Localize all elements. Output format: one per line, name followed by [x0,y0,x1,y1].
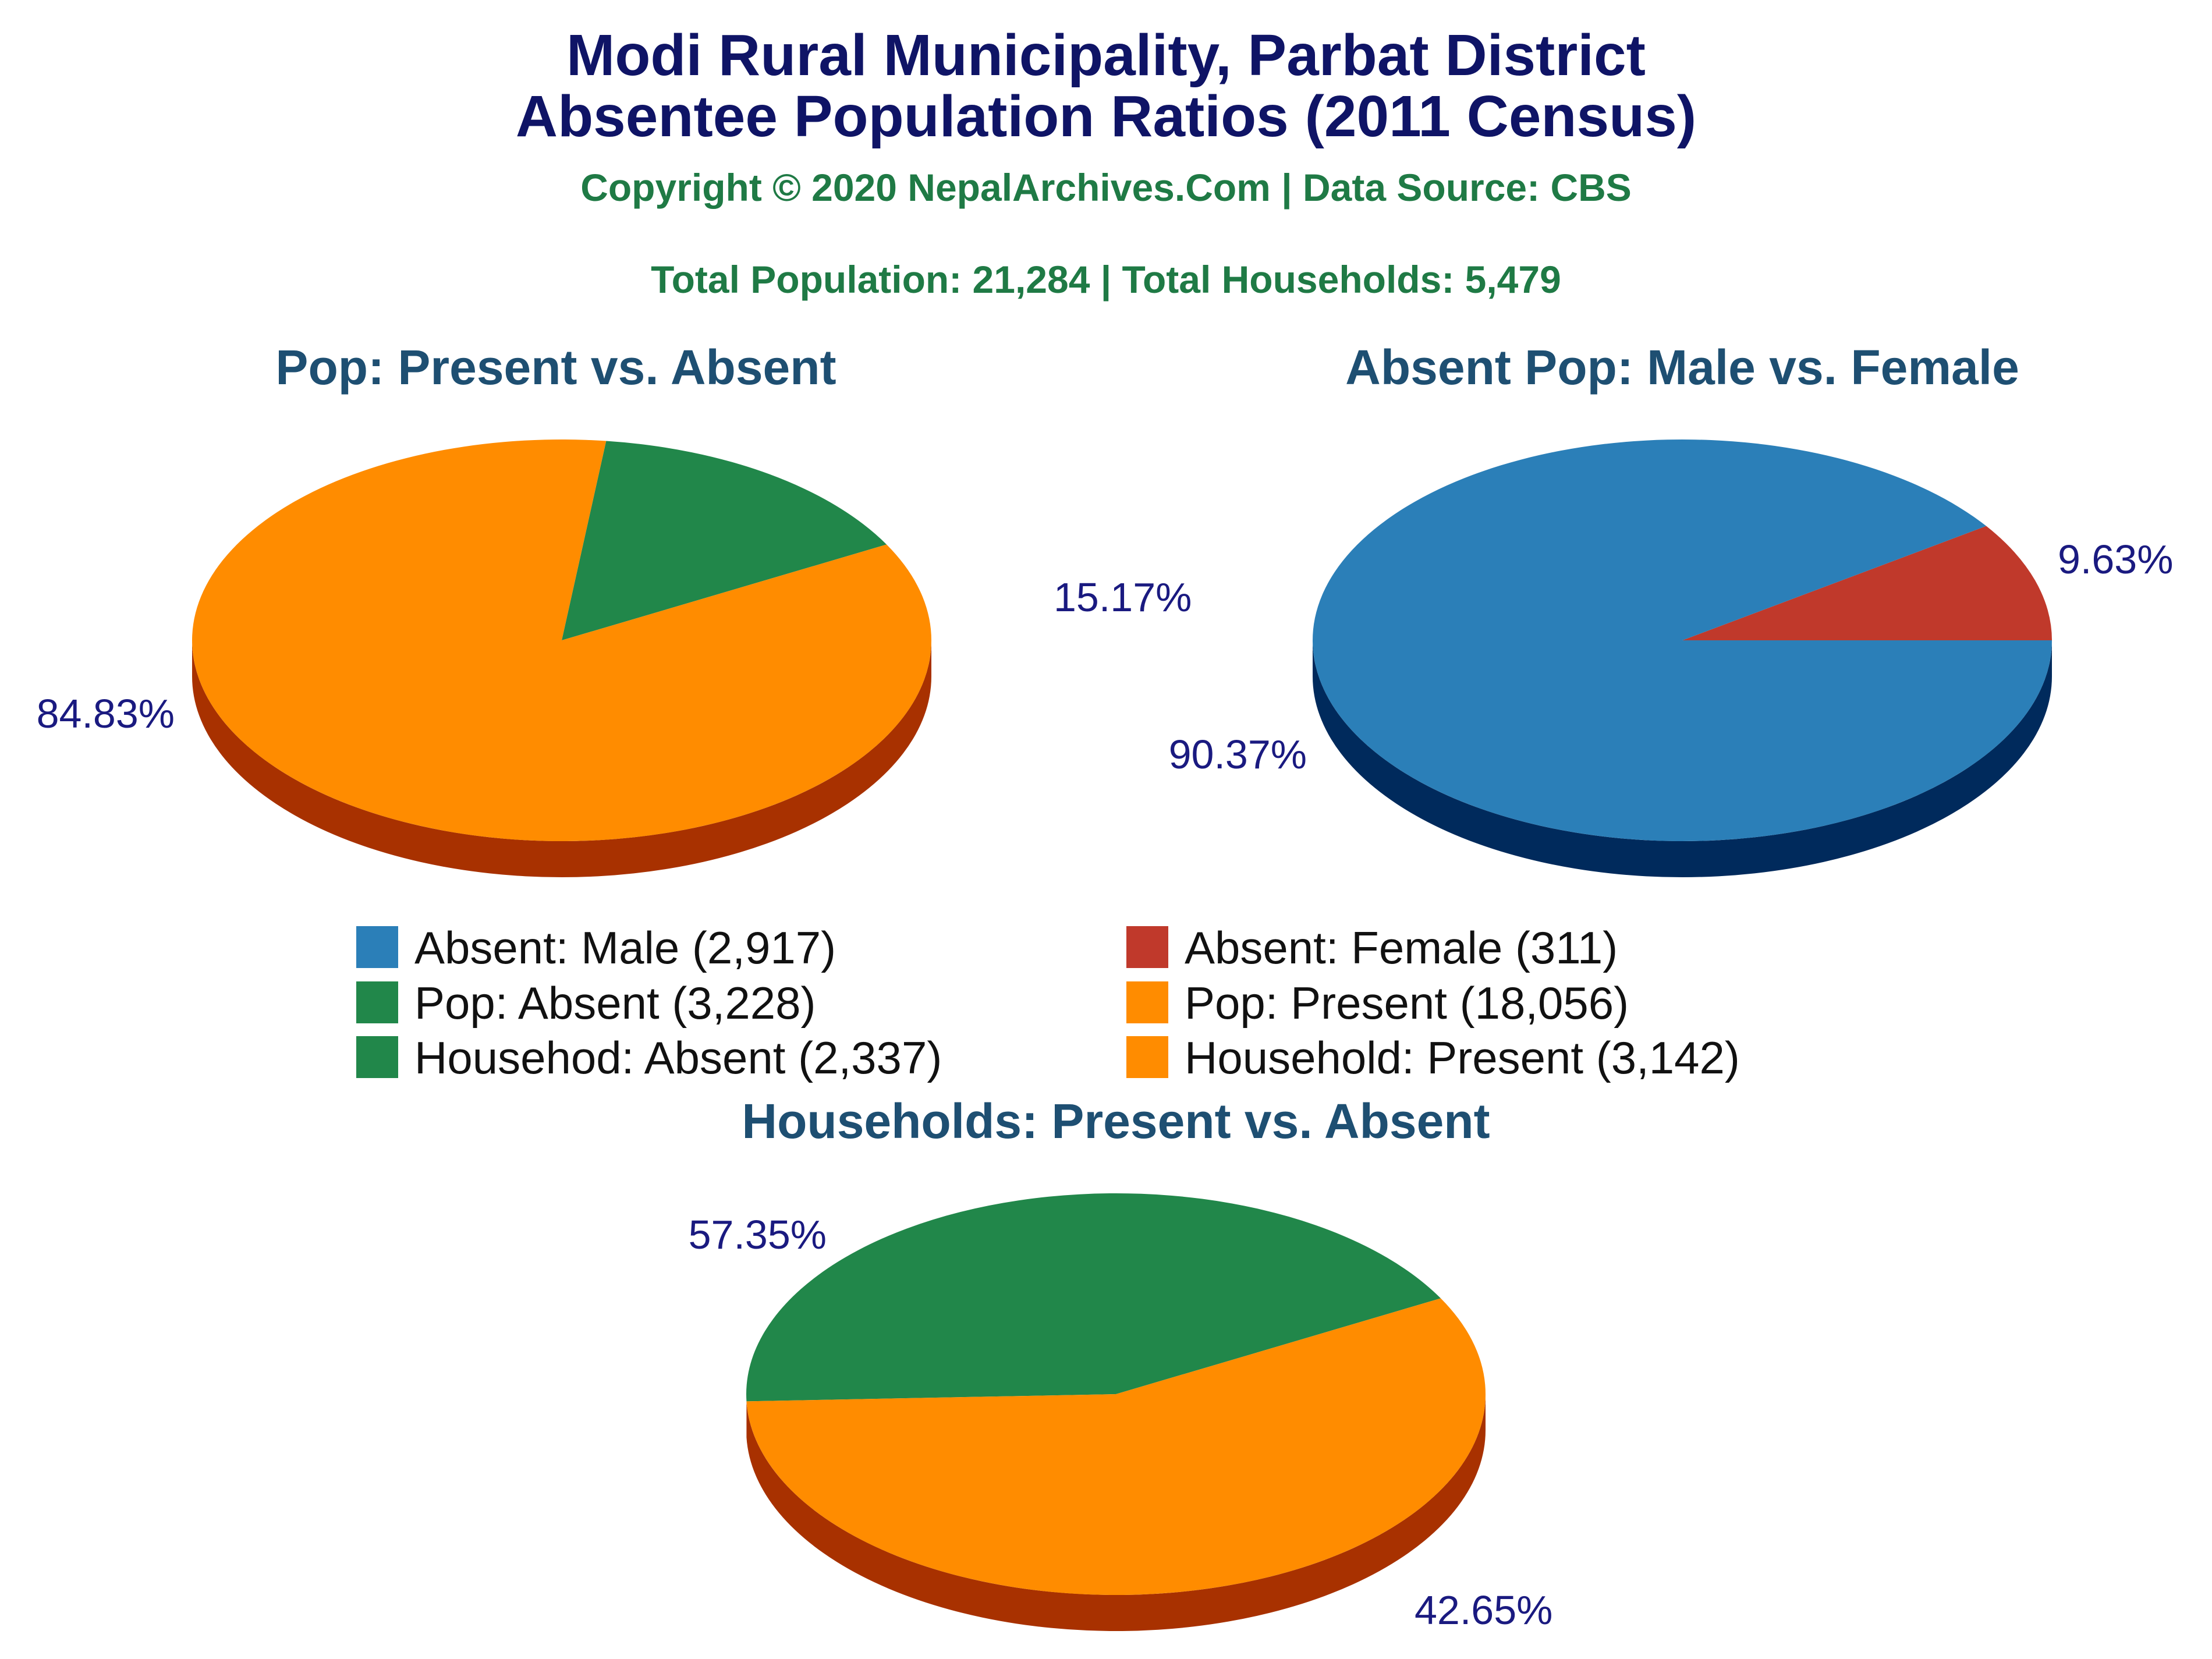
pie-slice-pop-present [192,439,931,842]
pie-slice-pop-absent [562,441,887,640]
pie-slice-household-absent [746,1193,1441,1402]
legend-swatch-absent-female-311 [1126,926,1168,968]
pie-chart-absent-gender: Absent Pop: Male vs. Female 9.63% 90.37% [1169,340,2173,877]
pie-slice-absent-male [1313,439,2052,842]
pct-label-household-absent: 42.65% [1415,1587,1552,1633]
pie-side-household-present [746,1394,1486,1631]
legend-label-absent-female-311: Absent: Female (311) [1185,922,1618,973]
pct-label-absent-male: 90.37% [1169,732,1307,777]
legend-swatch-household-present-3-142 [1126,1036,1168,1078]
legend: Absent: Male (2,917) Absent: Female (311)… [356,922,1740,1083]
totals-line: Total Population: 21,284 | Total Househo… [651,258,1561,301]
copyright-line: Copyright © 2020 NepalArchives.Com | Dat… [580,166,1632,209]
pct-label-pop-absent: 15.17% [1054,575,1192,620]
pie-chart-population: Pop: Present vs. Absent 15.17% 84.83% [37,340,1192,877]
pie-side-pop-present [192,640,931,877]
legend-swatch-absent-male-2-917 [356,926,398,968]
legend-swatch-househod-absent-2-337 [356,1036,398,1078]
pie-title: Households: Present vs. Absent [742,1094,1490,1148]
legend-swatch-pop-absent-3-228 [356,981,398,1023]
legend-label-pop-absent-3-228: Pop: Absent (3,228) [414,977,816,1029]
legend-label-absent-male-2-917: Absent: Male (2,917) [414,922,836,973]
legend-label-household-present-3-142: Household: Present (3,142) [1185,1032,1740,1083]
pie-slice-household-present [746,1298,1486,1595]
legend-label-househod-absent-2-337: Househod: Absent (2,337) [414,1032,942,1083]
pie-chart-households: Households: Present vs. Absent 42.65% 57.3… [689,1094,1553,1633]
pie-title: Absent Pop: Male vs. Female [1345,340,2019,395]
pie-slice-absent-female [1682,526,2052,640]
pct-label-absent-female: 9.63% [2058,537,2173,582]
chart-title-line2: Absentee Population Ratios (2011 Census) [515,84,1697,149]
pie-side-absent-male [1313,640,2052,877]
pct-label-household-present: 57.35% [689,1212,827,1257]
pct-label-pop-present: 84.83% [37,691,175,736]
legend-swatch-pop-present-18-056 [1126,981,1168,1023]
chart-title-line1: Modi Rural Municipality, Parbat District [566,23,1646,88]
pie-title: Pop: Present vs. Absent [275,340,836,395]
legend-label-pop-present-18-056: Pop: Present (18,056) [1185,977,1629,1029]
